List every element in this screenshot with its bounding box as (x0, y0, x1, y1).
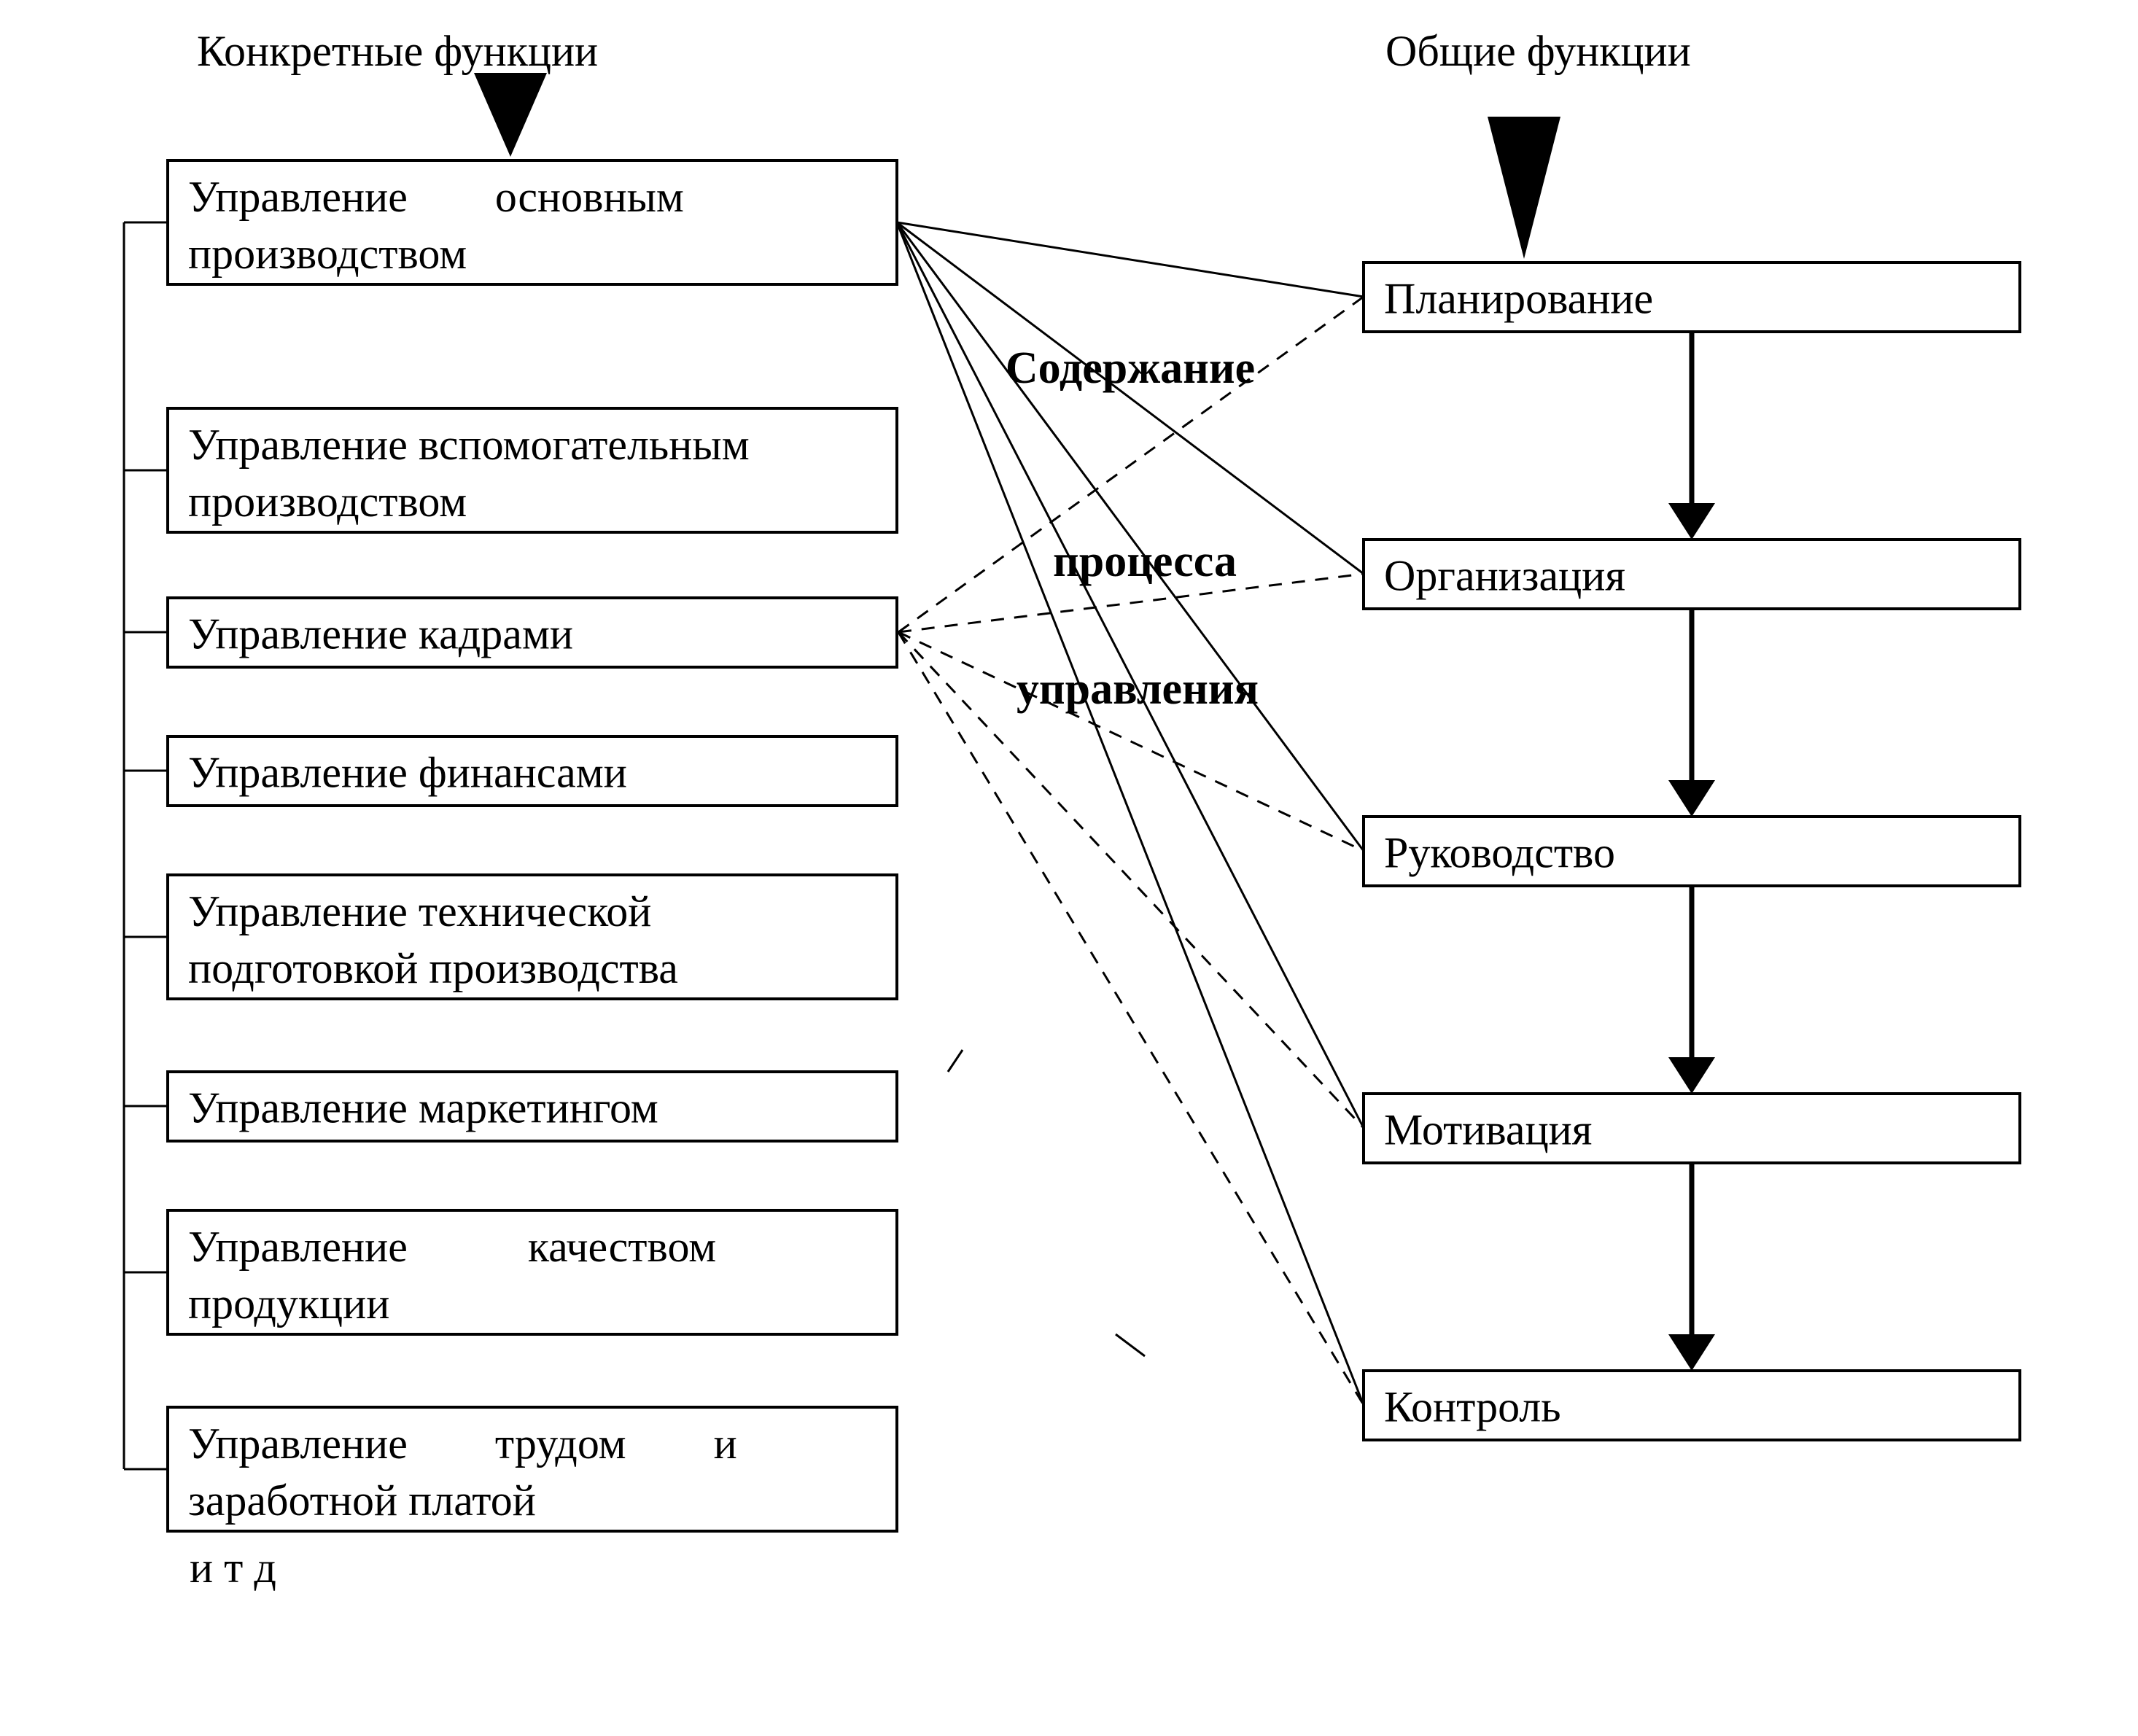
box-text: Руководство (1384, 829, 1615, 877)
center-label: процесса (1053, 537, 1237, 586)
diagram-root: Конкретные функции Общие функции Управлени… (0, 0, 2138, 1736)
center-label: Содержание (1006, 343, 1255, 393)
box-text: Управление кадрами (188, 610, 573, 658)
right-heading: Общие функции (1385, 27, 1691, 75)
diagram-svg: Конкретные функции Общие функции Управлени… (0, 0, 2138, 1736)
box-text: Контроль (1384, 1383, 1561, 1431)
box-text: Управление технической (188, 887, 651, 935)
box-text: Управление маркетингом (188, 1084, 658, 1132)
box-text: производством (188, 230, 467, 278)
left-footer: и т д (190, 1544, 276, 1592)
box-text: заработной платой (188, 1476, 536, 1525)
box-text: Организация (1384, 552, 1625, 600)
box-text: Управление основным (188, 173, 684, 221)
box-text: Управление трудом и (188, 1420, 737, 1468)
box-text: Мотивация (1384, 1106, 1592, 1154)
center-label: управления (1016, 664, 1259, 714)
box-text: продукции (188, 1280, 389, 1328)
box-text: подготовкой производства (188, 944, 678, 992)
left-heading: Конкретные функции (197, 27, 598, 75)
box-text: производством (188, 478, 467, 526)
box-text: Управление финансами (188, 749, 627, 797)
box-text: Планирование (1384, 275, 1653, 323)
box-text: Управление качеством (188, 1223, 716, 1271)
box-text: Управление вспомогательным (188, 421, 750, 469)
